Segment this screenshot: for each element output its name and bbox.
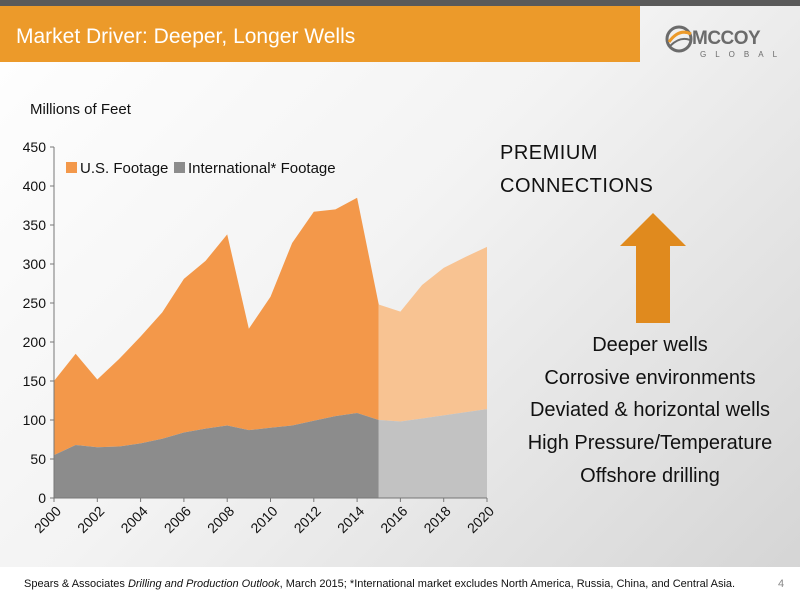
premium-line-1: PREMIUM [500, 142, 598, 164]
up-arrow-icon [620, 213, 686, 323]
source-name: Spears & Associates [24, 578, 125, 590]
y-tick-label: 50 [30, 451, 46, 467]
top-strip [0, 0, 800, 6]
y-tick-label: 350 [23, 217, 47, 233]
y-tick-label: 0 [38, 490, 46, 506]
y-tick-label: 400 [23, 178, 47, 194]
y-tick-label: 250 [23, 295, 47, 311]
x-tick-label: 2016 [377, 503, 410, 536]
y-tick-label: 150 [23, 373, 47, 389]
x-tick-label: 2004 [117, 503, 150, 536]
y-tick-label: 300 [23, 256, 47, 272]
footage-area-chart: 0 50 100 150 200 250 300 350 400 450 2000 2002 2004 2… [23, 139, 498, 536]
x-tick-label: 2008 [204, 503, 237, 536]
source-publication: Drilling and Production Outlook [127, 578, 280, 590]
page-number: 4 [778, 578, 785, 590]
driver-item: Deviated & horizontal wells [529, 399, 771, 421]
x-tick-label: 2002 [74, 503, 107, 536]
company-logo: MCCOY GLOBAL [664, 22, 786, 68]
y-tick-label: 200 [23, 334, 47, 350]
us-footage-forecast-area [378, 246, 487, 422]
y-tick-label: 450 [23, 139, 47, 155]
source-rest: , March 2015; *International market excl… [279, 578, 736, 590]
legend-label-us: U.S. Footage [80, 160, 168, 177]
title-bar: Market Driver: Deeper, Longer Wells [0, 6, 640, 62]
logo-name: MCCOY [692, 28, 761, 49]
x-tick-label: 2000 [31, 503, 64, 536]
premium-line-2: CONNECTIONS [500, 175, 654, 197]
international-footage-area [54, 412, 379, 498]
legend-label-international: International* Footage [188, 160, 336, 177]
driver-item: Offshore drilling [580, 465, 720, 487]
x-tick-label: 2018 [420, 503, 453, 536]
x-tick-label: 2006 [161, 503, 194, 536]
driver-item: High Pressure/Temperature [527, 432, 773, 454]
footer-bar [0, 567, 800, 600]
source-note: Spears & Associates Drilling and Product… [24, 578, 735, 590]
driver-item: Corrosive environments [544, 367, 756, 389]
legend-swatch-international [174, 162, 185, 173]
y-tick-label: 100 [23, 412, 47, 428]
x-tick-label: 2012 [291, 503, 324, 536]
x-tick-label: 2020 [464, 503, 497, 536]
x-tick-label: 2014 [334, 503, 367, 536]
logo-subtitle: GLOBAL [700, 50, 787, 59]
legend-swatch-us [66, 162, 77, 173]
international-footage-forecast-area [378, 409, 487, 498]
x-tick-label: 2010 [247, 503, 280, 536]
us-footage-area [54, 197, 379, 456]
y-axis-label: Millions of Feet [30, 101, 131, 118]
globe-icon [665, 25, 693, 53]
page-title: Market Driver: Deeper, Longer Wells [16, 25, 356, 48]
driver-item: Deeper wells [592, 334, 708, 356]
